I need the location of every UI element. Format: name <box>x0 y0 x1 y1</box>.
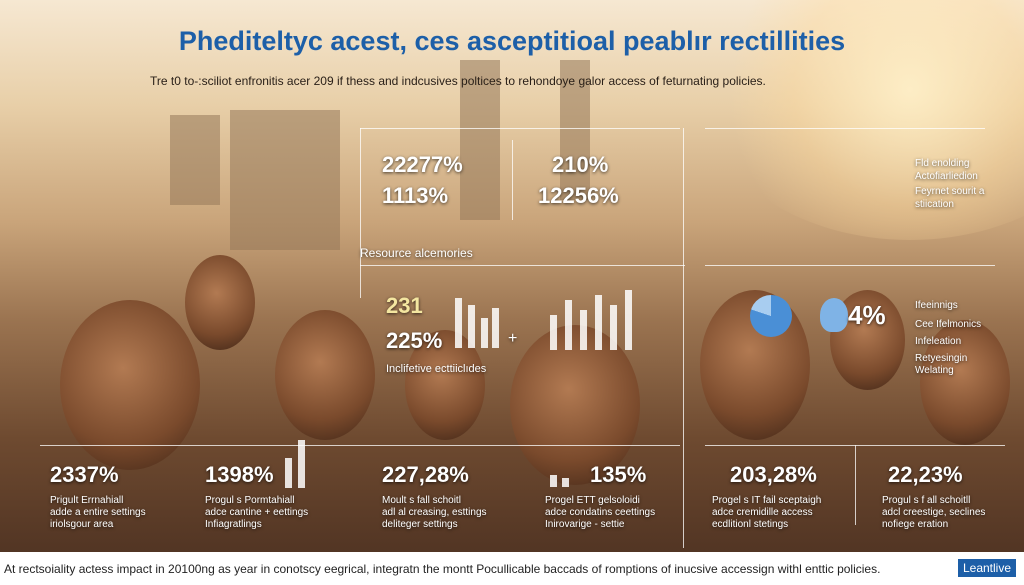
divider <box>512 140 513 220</box>
building <box>460 60 500 220</box>
list-item: Feyrnet sourit a <box>915 186 985 197</box>
stat: 203,28% <box>730 462 817 487</box>
divider <box>855 445 856 525</box>
person <box>510 325 640 485</box>
list-item: Ifeeinnigs <box>915 300 958 311</box>
stat: 231 <box>386 293 423 318</box>
stat-caption: Moult s fall schoitl <box>382 495 461 506</box>
person <box>185 255 255 350</box>
stat-caption: iriolsgour area <box>50 519 114 530</box>
stat: 225% <box>386 328 443 353</box>
button[interactable]: Leantlive <box>958 559 1016 577</box>
building <box>170 115 220 205</box>
bar-icon <box>562 478 569 487</box>
stat-caption: nofiege eration <box>882 519 949 530</box>
divider <box>360 128 361 298</box>
bar-icon <box>492 308 499 348</box>
footer-text: At rectsoiality actess impact in 20100ng… <box>4 562 881 576</box>
caption: Inclifetive ecttiiclıdes <box>386 363 487 375</box>
stat: 22277% <box>382 152 463 177</box>
bar-icon <box>610 305 617 350</box>
person <box>60 300 200 470</box>
stat: 4% <box>848 300 886 330</box>
subtitle: Tre t0 to-:sciliot enfronitis acer 209 i… <box>150 74 766 88</box>
plus-sign: + <box>508 330 518 347</box>
section-label: Resource alcemories <box>360 246 473 260</box>
bar-icon <box>455 298 462 348</box>
stat-caption: deliteger settings <box>382 519 458 530</box>
stat-caption: adcl creestige, seclines <box>882 507 986 518</box>
title: Phediteltyc acest, ces asceptitioal peab… <box>178 26 846 56</box>
building <box>230 110 340 250</box>
stat-caption: adde a entire settings <box>50 507 146 518</box>
list-item: Retyesingin <box>915 353 968 364</box>
stat-caption: adce cremidille access <box>712 507 813 518</box>
bar-icon <box>550 475 557 487</box>
stat: 2337% <box>50 462 119 487</box>
building <box>560 60 590 200</box>
divider <box>705 128 985 129</box>
footer: At rectsoiality actess impact in 20100ng… <box>0 552 1024 585</box>
person-icon <box>820 298 848 332</box>
list-item: Fld enolding <box>915 158 970 169</box>
person <box>275 310 375 440</box>
bar-icon <box>550 315 557 350</box>
bar-icon <box>298 440 305 488</box>
divider <box>705 265 995 266</box>
list-item: Cee Ifelmonics <box>915 319 982 330</box>
divider <box>683 128 684 548</box>
stat-caption: ecdlitionl stetings <box>712 519 789 530</box>
stat-caption: adce condatins ceettings <box>545 507 656 518</box>
stat-caption: Progul s Pormtahiall <box>205 495 295 506</box>
stat-caption: Progel ETT gelsoloidi <box>545 495 640 506</box>
bar-icon <box>481 318 488 348</box>
stat: 1113% <box>382 183 449 208</box>
list-item: Infeleation <box>915 336 962 347</box>
bar-icon <box>580 310 587 350</box>
bar-icon <box>625 290 632 350</box>
stat-caption: adce cantine + eettings <box>205 507 309 518</box>
stat-caption: Progul s f all schoitll <box>882 495 971 506</box>
stat-caption: adl al creasing, esttings <box>382 507 487 518</box>
stat: 22,23% <box>888 462 963 487</box>
list-item: Welating <box>915 365 954 376</box>
pie-icon <box>750 295 792 337</box>
divider <box>360 128 680 129</box>
stat-caption: Inirovarige - settie <box>545 519 625 530</box>
list-item: stiication <box>915 199 954 210</box>
bar-icon <box>565 300 572 350</box>
bar-icon <box>468 305 475 348</box>
person <box>920 320 1010 445</box>
person <box>405 330 485 440</box>
stat-caption: Progel s IT fail sceptaigh <box>712 495 822 506</box>
divider <box>360 265 685 266</box>
list-item: Actofiarliedion <box>915 171 978 182</box>
bar-icon <box>595 295 602 350</box>
divider <box>705 445 1005 446</box>
stat: 227,28% <box>382 462 469 487</box>
bar-icon <box>285 458 292 488</box>
stat: 12256% <box>538 183 619 208</box>
divider <box>40 445 680 446</box>
stat: 1398% <box>205 462 274 487</box>
stat: 210% <box>552 152 609 177</box>
stat-caption: Infiagratlings <box>205 519 262 530</box>
stat: 135% <box>590 462 647 487</box>
stat-caption: Prigult Errnahiall <box>50 495 124 506</box>
